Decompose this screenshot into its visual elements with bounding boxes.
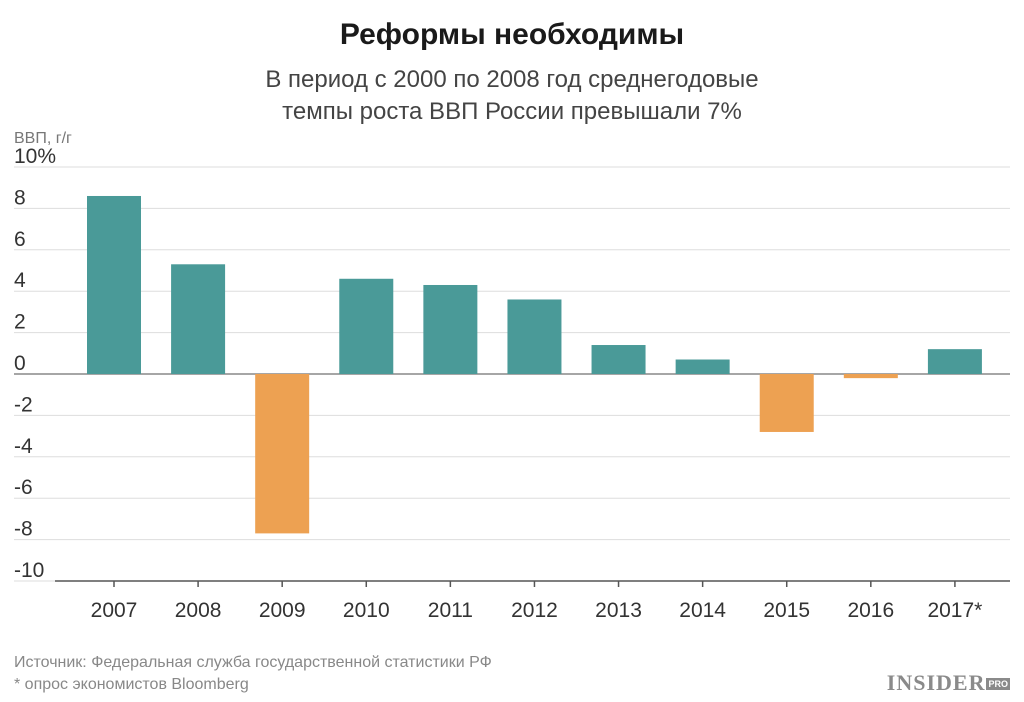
x-tick-label: 2014 xyxy=(679,599,726,622)
bar xyxy=(843,374,898,379)
y-tick-label: -2 xyxy=(14,393,33,416)
x-tick-label: 2015 xyxy=(763,599,810,622)
y-tick-label: 8 xyxy=(14,186,26,209)
bar xyxy=(339,278,394,374)
y-tick-label: -6 xyxy=(14,476,33,499)
x-tick-label: 2016 xyxy=(847,599,894,622)
bar xyxy=(423,284,478,374)
y-tick-label: -10 xyxy=(14,559,44,582)
y-tick-label: -8 xyxy=(14,518,33,541)
x-tick-label: 2013 xyxy=(595,599,642,622)
y-tick-label: 4 xyxy=(14,269,26,292)
y-tick-label: 0 xyxy=(14,352,26,375)
y-tick-label: 10% xyxy=(14,145,56,168)
chart-subtitle: В период с 2000 по 2008 год среднегодовы… xyxy=(0,64,1024,128)
bar xyxy=(507,299,562,374)
bar xyxy=(87,195,141,374)
footnote: * опрос экономистов Bloomberg xyxy=(14,676,249,693)
chart-title: Реформы необходимы xyxy=(339,18,685,51)
x-tick-label: 2007 xyxy=(91,599,138,622)
logo-text: INSIDER xyxy=(886,670,986,695)
y-tick-label: -4 xyxy=(14,435,33,458)
x-tick-label: 2010 xyxy=(343,599,390,622)
subtitle-line-1: В период с 2000 по 2008 год среднегодовы… xyxy=(265,66,759,93)
logo-badge: PRO xyxy=(986,678,1010,690)
x-tick-label: 2017* xyxy=(927,599,982,622)
bar xyxy=(255,374,310,534)
source-note: Источник: Федеральная служба государстве… xyxy=(14,654,492,671)
bar xyxy=(927,349,982,374)
subtitle-line-2: темпы роста ВВП России превышали 7% xyxy=(282,98,742,125)
bar xyxy=(171,264,226,374)
y-axis-label: ВВП, г/г xyxy=(14,130,72,147)
x-tick-label: 2008 xyxy=(175,599,222,622)
bar xyxy=(675,359,730,374)
insider-pro-logo: INSIDER PRO xyxy=(887,670,1010,696)
y-tick-label: 2 xyxy=(14,311,26,334)
bar xyxy=(759,374,814,432)
x-tick-label: 2009 xyxy=(259,599,306,622)
y-tick-label: 6 xyxy=(14,228,26,251)
x-tick-label: 2011 xyxy=(428,599,473,622)
bar xyxy=(591,345,646,374)
x-tick-label: 2012 xyxy=(511,599,558,622)
chart-footer: Источник: Федеральная служба государстве… xyxy=(14,652,492,696)
